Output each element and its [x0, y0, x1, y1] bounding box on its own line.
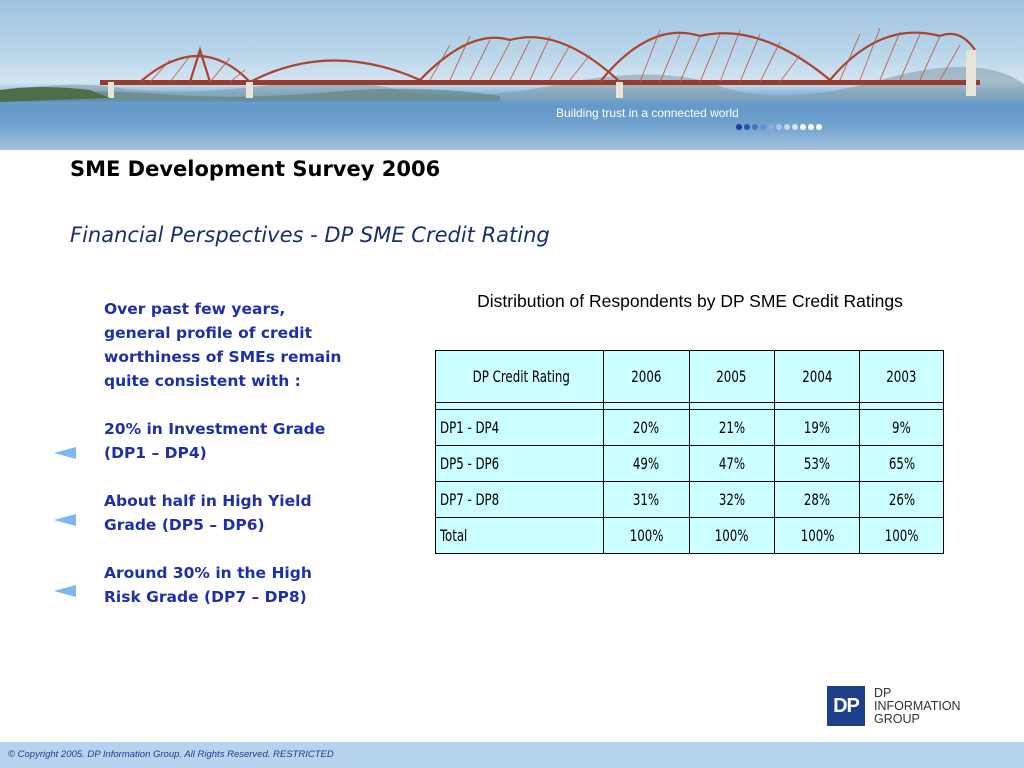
- table-caption: Distribution of Respondents by DP SME Cr…: [477, 291, 903, 311]
- logo-mark-icon: DP: [827, 686, 865, 726]
- dot-icon: [816, 124, 822, 130]
- dot-icon: [760, 124, 766, 130]
- table-cell: 100%: [859, 517, 944, 554]
- table-cell: 28%: [773, 481, 861, 518]
- footer-bar: © Copyright 2005. DP Information Group. …: [0, 742, 1024, 768]
- decorative-dots: [736, 124, 822, 130]
- credit-rating-table: DP Credit Rating 2006 2005 2004 2003 DP1…: [434, 350, 944, 554]
- table-cell: 47%: [688, 445, 776, 482]
- table-cell: DP7 - DP8: [434, 481, 605, 518]
- table-cell: 19%: [773, 409, 861, 446]
- dot-icon: [776, 124, 782, 130]
- table-cell: 49%: [603, 445, 690, 482]
- bullet-high-yield-grade: About half in High Yield Grade (DP5 – DP…: [104, 492, 312, 534]
- company-logo: DP DP INFORMATION GROUP: [827, 686, 961, 726]
- copyright-text: © Copyright 2005. DP Information Group. …: [8, 749, 334, 760]
- table-cell: 20%: [603, 409, 690, 446]
- summary-text: Over past few years, general profile of …: [104, 297, 354, 609]
- bridge-illustration: [0, 27, 1024, 150]
- slide-subtitle: Financial Perspectives - DP SME Credit R…: [70, 223, 550, 247]
- column-header: 2003: [859, 350, 944, 403]
- table-row-total: Total 100% 100% 100% 100%: [434, 517, 944, 554]
- dot-icon: [744, 124, 750, 130]
- dot-icon: [736, 124, 742, 130]
- bullet-arrow-icon: [54, 585, 76, 597]
- dot-icon: [752, 124, 758, 130]
- table-row: DP1 - DP4 20% 21% 19% 9%: [434, 409, 944, 446]
- slide-title: SME Development Survey 2006: [70, 157, 441, 181]
- table-cell: 53%: [773, 445, 861, 482]
- logo-line: DP: [874, 685, 892, 700]
- table-cell: DP1 - DP4: [434, 409, 605, 446]
- dot-icon: [800, 124, 806, 130]
- logo-text: DP INFORMATION GROUP: [874, 685, 961, 726]
- logo-line: GROUP: [874, 711, 920, 726]
- header-banner: Building trust in a connected world: [0, 0, 1024, 150]
- bullet-arrow-icon: [54, 447, 76, 459]
- table-cell: 21%: [688, 409, 776, 446]
- banner-tagline: Building trust in a connected world: [556, 106, 739, 120]
- table-cell: 100%: [773, 517, 861, 554]
- table-row: DP7 - DP8 31% 32% 28% 26%: [434, 481, 944, 518]
- summary-intro: Over past few years, general profile of …: [104, 300, 342, 390]
- column-header: 2006: [603, 350, 690, 403]
- table-cell: DP5 - DP6: [434, 445, 605, 482]
- table-header-row: DP Credit Rating 2006 2005 2004 2003: [434, 350, 944, 403]
- column-header: 2004: [773, 350, 861, 403]
- table-row: DP5 - DP6 49% 47% 53% 65%: [434, 445, 944, 482]
- table-cell: Total: [434, 517, 605, 554]
- table-cell: 31%: [603, 481, 690, 518]
- dot-icon: [784, 124, 790, 130]
- table-cell: 9%: [859, 409, 944, 446]
- table-cell: 32%: [688, 481, 776, 518]
- table-cell: 65%: [859, 445, 944, 482]
- dot-icon: [768, 124, 774, 130]
- dot-icon: [808, 124, 814, 130]
- column-header: DP Credit Rating: [434, 350, 605, 403]
- bullet-arrow-icon: [54, 514, 76, 526]
- table-cell: 26%: [859, 481, 944, 518]
- column-header: 2005: [688, 350, 776, 403]
- table-cell: 100%: [603, 517, 690, 554]
- bullet-high-risk-grade: Around 30% in the High Risk Grade (DP7 –…: [104, 564, 312, 606]
- table-cell: 100%: [688, 517, 776, 554]
- dot-icon: [792, 124, 798, 130]
- bullet-investment-grade: 20% in Investment Grade (DP1 – DP4): [104, 420, 326, 462]
- logo-line: INFORMATION: [874, 698, 961, 713]
